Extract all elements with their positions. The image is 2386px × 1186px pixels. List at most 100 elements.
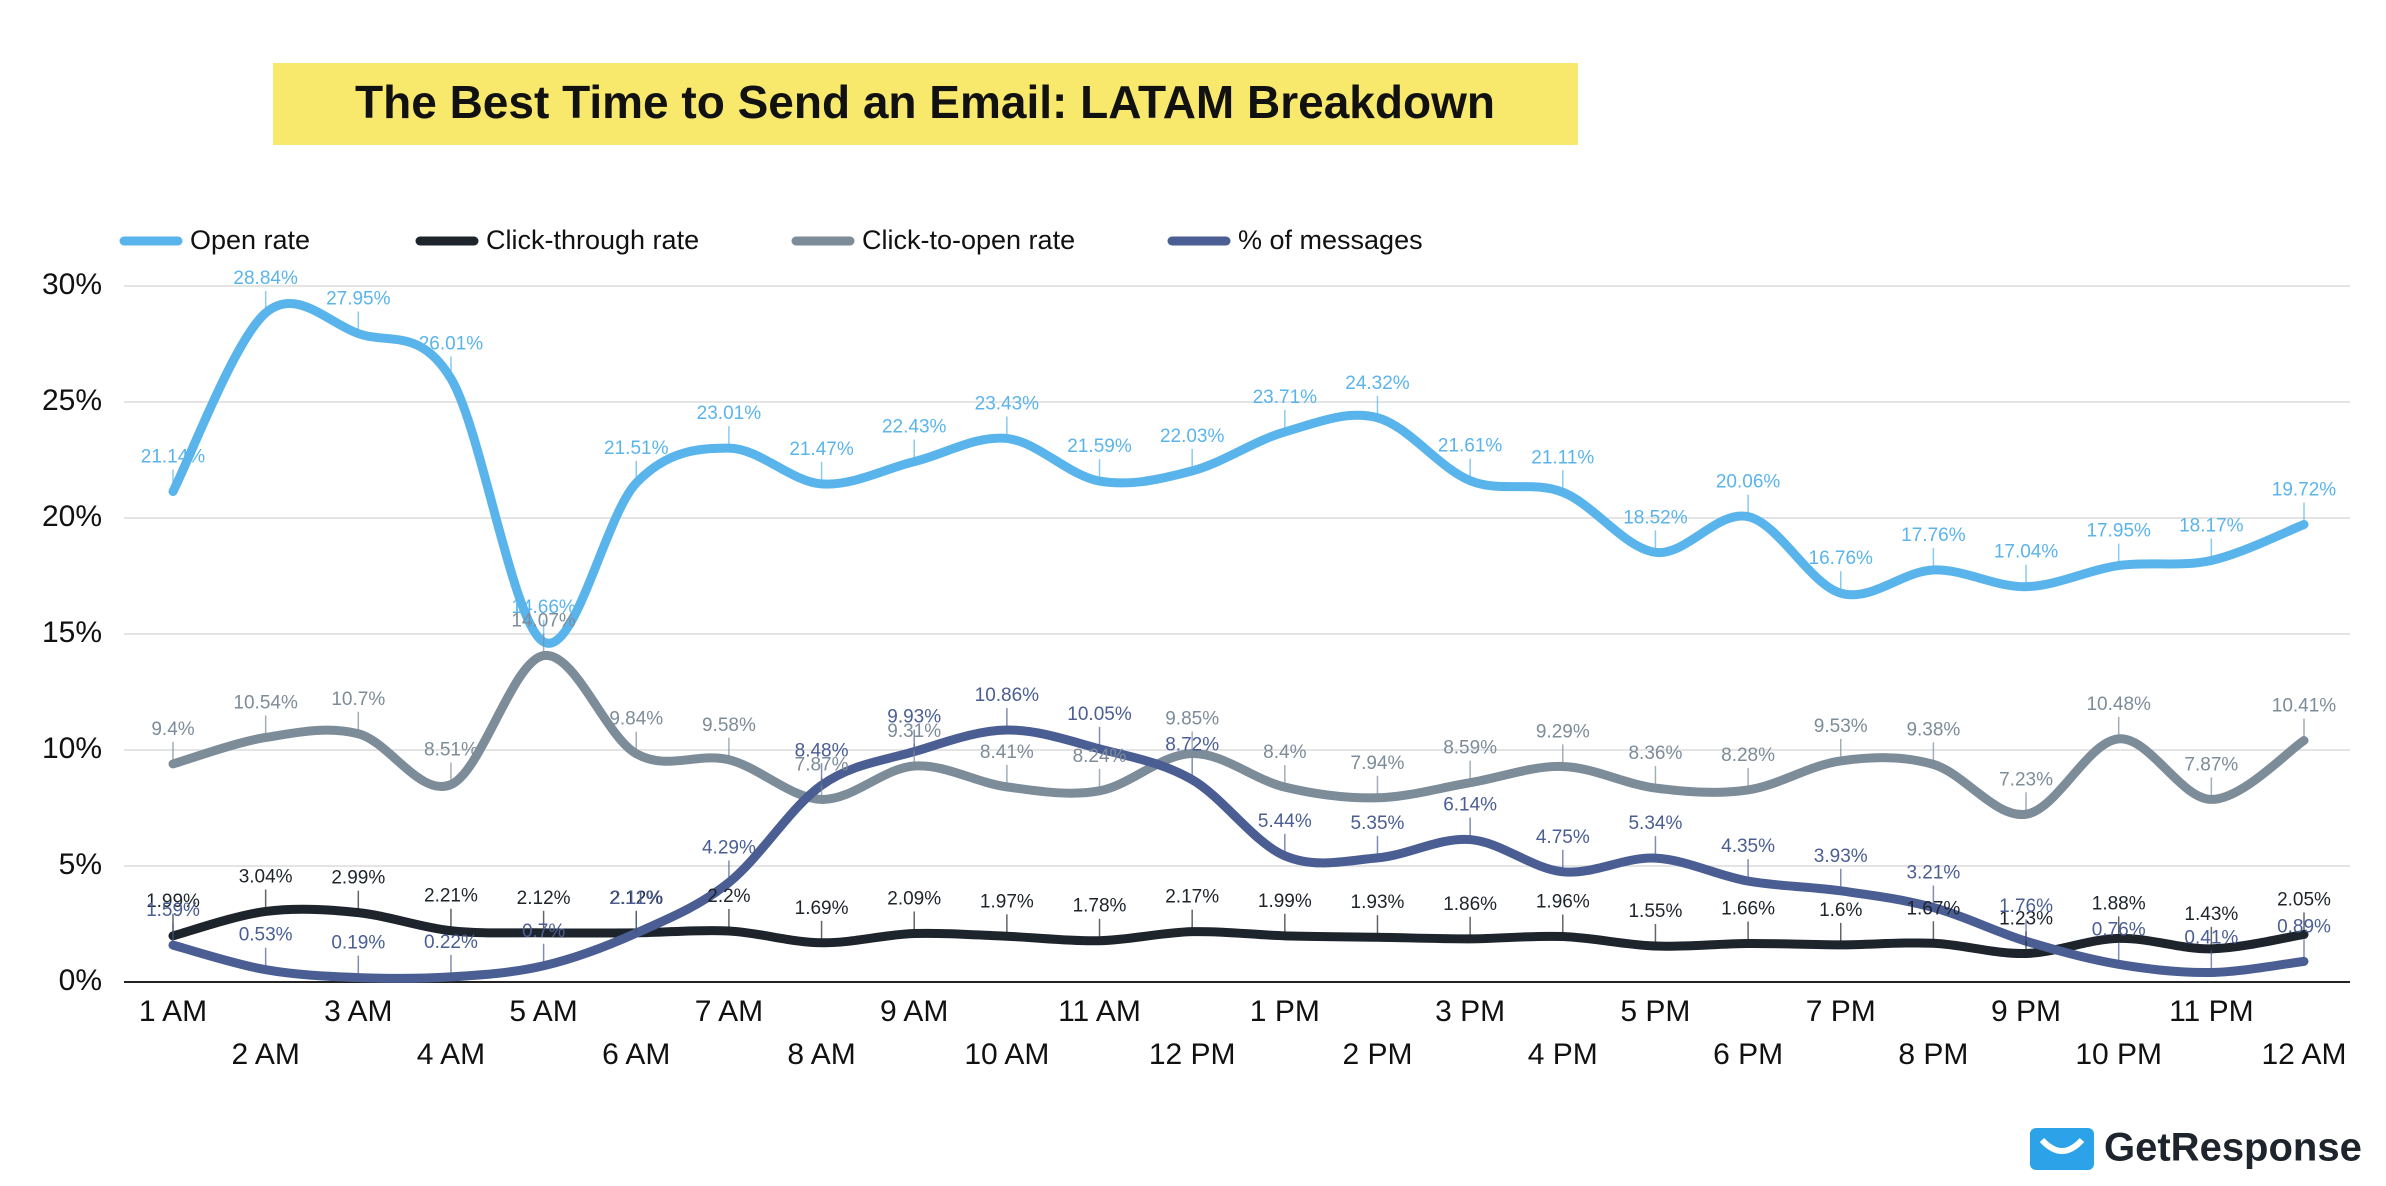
data-label: 8.48% [795,740,849,761]
data-label: 9.29% [1536,721,1590,742]
y-tick-label: 10% [42,732,102,765]
x-tick-label: 7 PM [1806,995,1876,1028]
x-tick-label: 5 AM [509,995,577,1028]
series-line [168,299,2309,648]
y-tick-label: 5% [59,848,102,881]
data-label: 1.99% [146,891,200,912]
data-label: 1.69% [795,898,849,919]
data-label: 0.7% [522,921,565,942]
data-label: 26.01% [419,334,484,355]
data-label: 8.51% [424,740,478,761]
x-tick-label: 6 PM [1713,1038,1783,1071]
legend-label: % of messages [1238,225,1423,255]
data-label: 22.43% [882,417,947,438]
legend-label: Open rate [190,225,310,255]
data-label: 4.35% [1721,836,1775,857]
data-label: 3.93% [1814,846,1868,867]
y-tick-label: 25% [42,384,102,417]
data-label: 27.95% [326,289,391,310]
data-label: 23.71% [1253,387,1318,408]
data-label: 1.86% [1443,894,1497,915]
data-label: 2.09% [887,889,941,910]
data-label: 20.06% [1716,472,1781,493]
x-tick-label: 11 PM [2169,995,2253,1028]
x-tick-label: 2 AM [231,1038,299,1071]
data-label: 9.53% [1814,716,1868,737]
data-label: 14.07% [511,611,576,632]
logo-text: GetResponse [2104,1126,2362,1170]
data-label: 7.23% [1999,769,2053,790]
data-label: 8.59% [1443,738,1497,759]
data-label: 7.87% [2184,754,2238,775]
data-label: 9.84% [609,709,663,730]
data-label: 1.66% [1721,899,1775,920]
data-label: 24.32% [1345,373,1410,394]
data-label: 3.04% [239,866,293,887]
x-tick-label: 10 PM [2075,1038,2162,1071]
y-tick-label: 20% [42,500,102,533]
data-label: 2.11% [610,888,663,909]
x-tick-label: 5 PM [1620,995,1690,1028]
data-label: 28.84% [233,268,298,289]
x-tick-label: 6 AM [602,1038,670,1071]
data-label: 5.35% [1351,813,1405,834]
y-tick-label: 0% [59,964,102,997]
data-label: 0.41% [2184,928,2238,949]
x-tick-label: 4 PM [1528,1038,1598,1071]
x-tick-label: 3 PM [1435,995,1505,1028]
data-label: 17.95% [2086,521,2151,542]
data-label: 0.53% [239,925,293,946]
logo: GetResponse [2030,1126,2362,1170]
data-label: 2.12% [517,888,571,909]
data-label: 10.7% [331,689,385,710]
data-label: 23.01% [697,403,762,424]
data-label: 9.93% [887,707,941,728]
data-label: 10.41% [2272,696,2337,717]
data-label: 0.76% [2092,919,2146,940]
data-label: 10.86% [975,685,1040,706]
data-label: 2.21% [424,886,478,907]
x-tick-label: 7 AM [695,995,763,1028]
data-label: 5.34% [1628,813,1682,834]
series-line [168,651,2309,819]
x-tick-label: 10 AM [964,1038,1049,1071]
data-label: 17.76% [1901,525,1966,546]
data-label: 4.29% [702,837,756,858]
data-label: 3.21% [1906,863,1960,884]
data-label: 18.52% [1623,507,1688,528]
data-label: 9.58% [702,715,756,736]
data-label: 14.66% [511,597,576,618]
data-label: 5.44% [1258,811,1312,832]
x-tick-label: 12 PM [1149,1038,1236,1071]
series-line [168,725,2309,983]
data-label: 1.99% [1258,891,1312,912]
data-label: 1.43% [2184,904,2238,925]
data-label: 1.96% [1536,892,1590,913]
data-label: 23.43% [975,393,1040,414]
data-label: 6.14% [1443,795,1497,816]
data-label: 0.22% [424,932,478,953]
series-line [168,904,2309,958]
data-label: 7.94% [1351,753,1405,774]
data-label: 1.55% [1628,901,1682,922]
data-label: 9.4% [151,719,194,740]
x-tick-label: 8 PM [1898,1038,1968,1071]
data-label: 0.89% [2277,916,2331,937]
data-label: 1.97% [980,891,1034,912]
data-label: 1.93% [1351,892,1405,913]
data-label: 8.41% [980,742,1034,763]
data-label: 16.76% [1809,548,1874,569]
data-label: 1.23% [1999,908,2053,929]
data-label: 21.61% [1438,436,1503,457]
x-tick-label: 1 PM [1250,995,1320,1028]
x-tick-label: 9 PM [1991,995,2061,1028]
data-label: 9.38% [1906,719,1960,740]
data-label: 1.76% [1999,896,2053,917]
data-label: 2.99% [331,868,385,889]
data-label: 1.59% [146,900,200,921]
data-label: 10.05% [1067,704,1132,725]
data-label: 1.88% [2092,893,2146,914]
data-label: 2.2% [707,886,750,907]
logo-smile [2039,1137,2085,1154]
